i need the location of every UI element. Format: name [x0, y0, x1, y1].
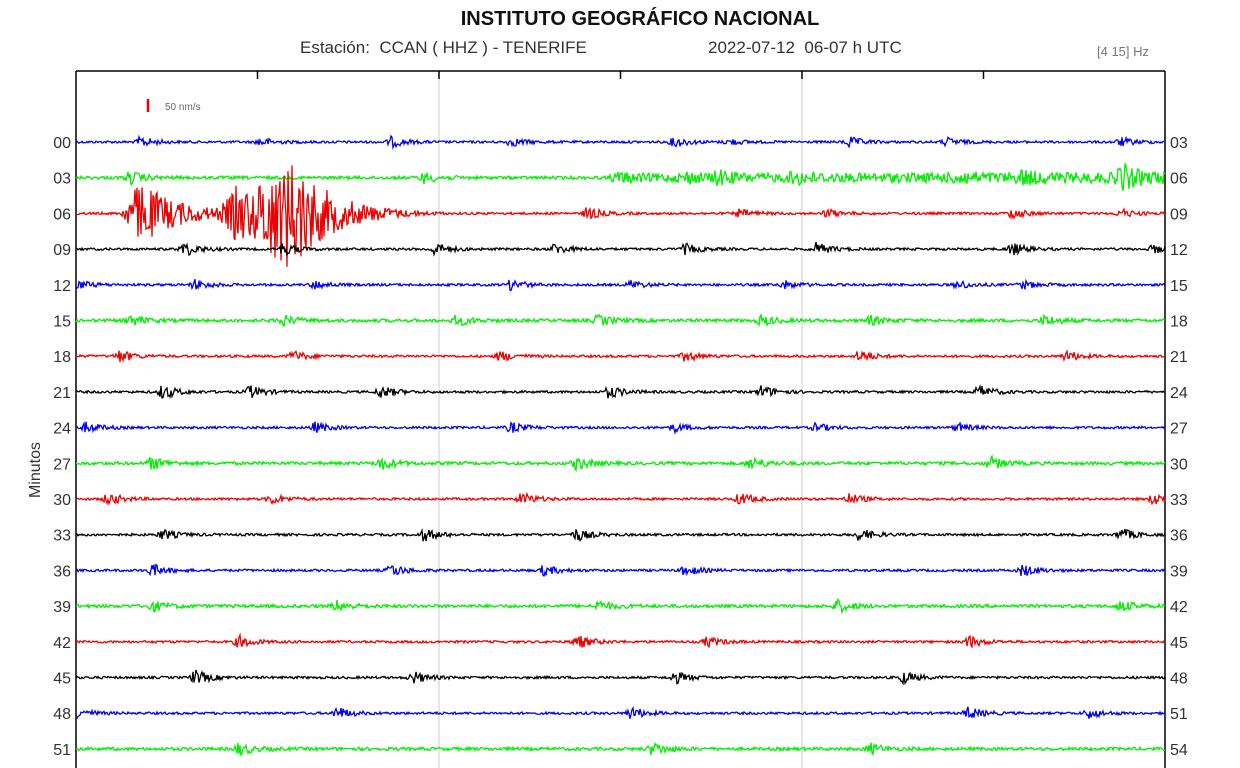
- trace-00: [75, 134, 1166, 150]
- right-tick-label: 42: [1170, 599, 1188, 616]
- station-label: Estación: CCAN ( HHZ ) - TENERIFE: [300, 38, 587, 57]
- left-tick-label: 30: [53, 492, 71, 509]
- trace-18: [75, 349, 1166, 363]
- left-tick-label: 03: [53, 171, 71, 188]
- left-tick-label: 00: [53, 135, 71, 152]
- trace-06: [75, 165, 1166, 267]
- trace-15: [75, 313, 1166, 328]
- left-tick-label: 21: [53, 385, 71, 402]
- left-tick-label: 15: [53, 314, 71, 331]
- traces-layer: [75, 134, 1166, 756]
- right-tick-label: 06: [1170, 171, 1188, 188]
- right-tick-label: 51: [1170, 706, 1188, 723]
- right-tick-label: 24: [1170, 385, 1188, 402]
- right-tick-label: 39: [1170, 563, 1188, 580]
- left-tick-label: 39: [53, 599, 71, 616]
- chart-title: INSTITUTO GEOGRÁFICO NACIONAL: [460, 8, 820, 30]
- left-tick-label: 48: [53, 706, 71, 723]
- trace-39: [75, 597, 1166, 615]
- trace-03: [75, 163, 1166, 192]
- trace-27: [75, 454, 1166, 473]
- right-tick-label: 21: [1170, 349, 1188, 366]
- right-tick-label: 27: [1170, 421, 1188, 438]
- left-tick-label: 06: [53, 206, 71, 223]
- trace-21: [75, 384, 1166, 399]
- trace-24: [75, 420, 1166, 435]
- right-tick-label: 18: [1170, 314, 1188, 331]
- right-tick-label: 09: [1170, 206, 1188, 223]
- left-tick-label: 24: [53, 421, 71, 438]
- right-tick-label: 12: [1170, 242, 1188, 259]
- right-tick-label: 15: [1170, 278, 1188, 295]
- plot-frame: [75, 70, 1166, 768]
- trace-33: [75, 527, 1166, 542]
- right-tick-label: 33: [1170, 492, 1188, 509]
- right-tick-label: 48: [1170, 671, 1188, 688]
- right-tick-label: 45: [1170, 635, 1188, 652]
- right-tick-label: 30: [1170, 456, 1188, 473]
- left-tick-label: 12: [53, 278, 71, 295]
- left-tick-label: 51: [53, 742, 71, 759]
- right-tick-label: 36: [1170, 528, 1188, 545]
- scale-label: 50 nm/s: [165, 102, 201, 113]
- trace-45: [75, 669, 1166, 686]
- right-tick-label: 03: [1170, 135, 1188, 152]
- left-tick-label: 36: [53, 563, 71, 580]
- amplitude-scale: 50 nm/s: [146, 99, 201, 113]
- filter-band-label: [4 15] Hz: [1097, 44, 1150, 59]
- left-tick-label: 09: [53, 242, 71, 259]
- trace-51: [75, 741, 1166, 756]
- trace-12: [75, 278, 1166, 292]
- left-tick-label: 18: [53, 349, 71, 366]
- left-tick-label: 27: [53, 456, 71, 473]
- left-tick-label: 33: [53, 528, 71, 545]
- left-tick-label: 42: [53, 635, 71, 652]
- trace-48: [75, 705, 1166, 720]
- trace-09: [75, 241, 1166, 257]
- trace-36: [75, 563, 1166, 578]
- left-tick-label: 45: [53, 671, 71, 688]
- right-tick-label: 54: [1170, 742, 1188, 759]
- trace-42: [75, 632, 1166, 649]
- datetime-label: 2022-07-12 06-07 h UTC: [708, 38, 902, 57]
- tick-labels-layer: 00 03 03 06 06 09 09 12 12 15 15 18 18 21 21 24 24 27 27 30…: [53, 135, 1188, 759]
- trace-30: [75, 491, 1166, 506]
